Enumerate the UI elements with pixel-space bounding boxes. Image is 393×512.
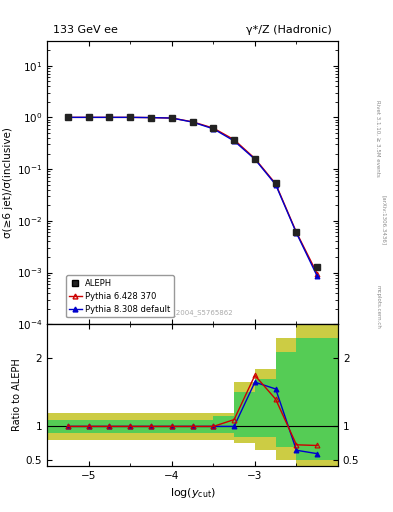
Text: mcplots.cern.ch: mcplots.cern.ch bbox=[375, 285, 380, 329]
Text: γ*/Z (Hadronic): γ*/Z (Hadronic) bbox=[246, 25, 332, 35]
Legend: ALEPH, Pythia 6.428 370, Pythia 8.308 default: ALEPH, Pythia 6.428 370, Pythia 8.308 de… bbox=[66, 275, 174, 317]
Text: Rivet 3.1.10, ≥ 3.5M events: Rivet 3.1.10, ≥ 3.5M events bbox=[375, 100, 380, 177]
Text: 133 GeV ee: 133 GeV ee bbox=[53, 25, 118, 35]
Y-axis label: Ratio to ALEPH: Ratio to ALEPH bbox=[12, 359, 22, 432]
Text: ALEPH_2004_S5765862: ALEPH_2004_S5765862 bbox=[151, 309, 234, 316]
Y-axis label: σ(≥6 jet)/σ(inclusive): σ(≥6 jet)/σ(inclusive) bbox=[2, 127, 13, 238]
Text: [arXiv:1306.3436]: [arXiv:1306.3436] bbox=[381, 195, 386, 245]
X-axis label: $\mathrm{log}(y_{\mathrm{cut}})$: $\mathrm{log}(y_{\mathrm{cut}})$ bbox=[170, 486, 215, 500]
